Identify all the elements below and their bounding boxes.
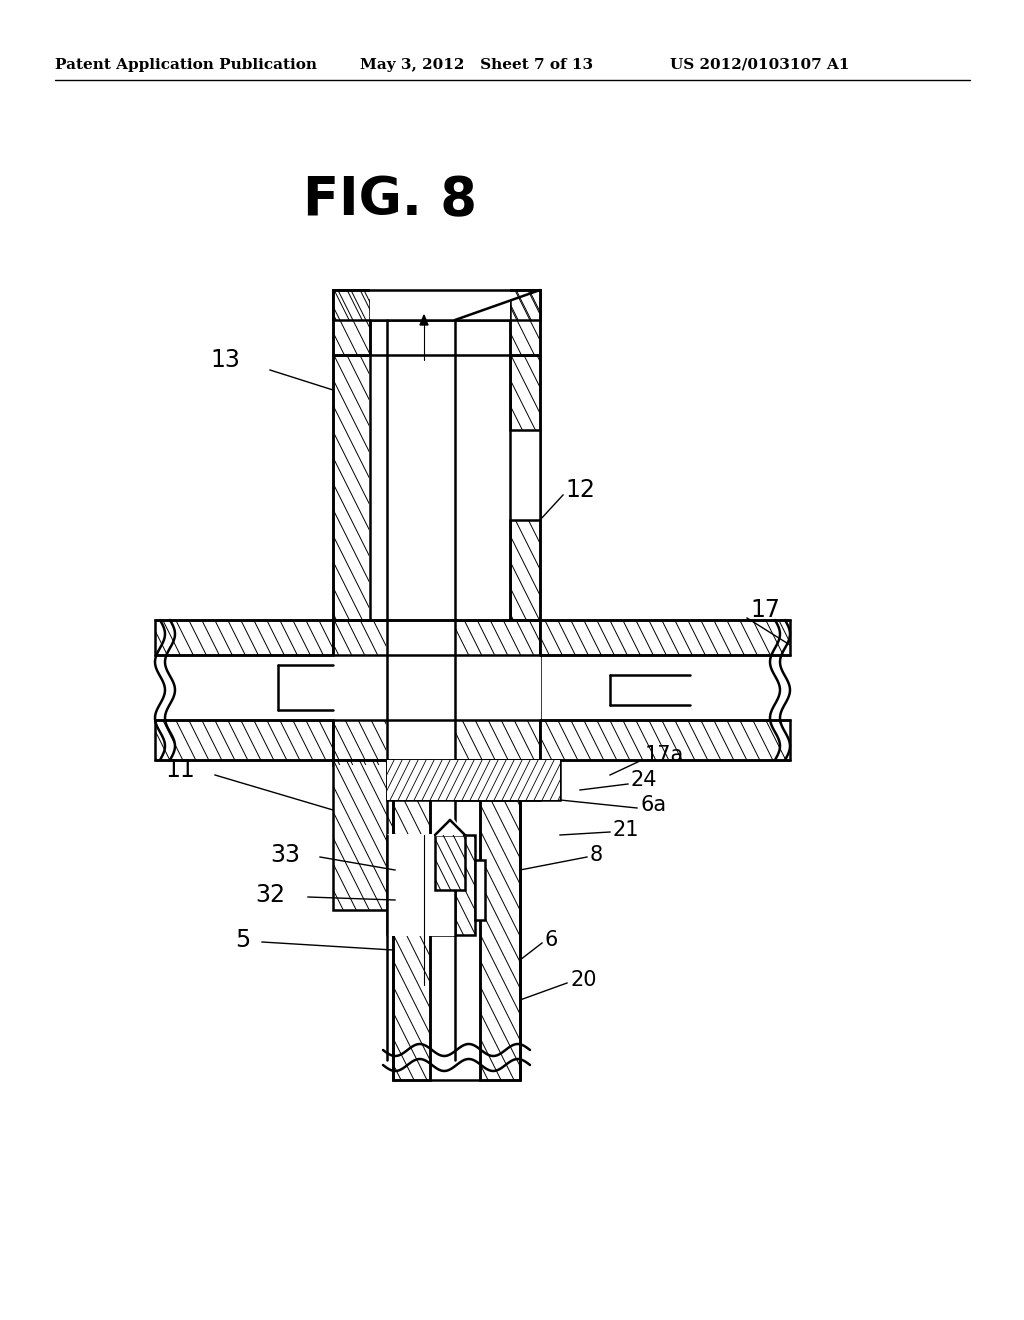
Polygon shape <box>155 719 333 760</box>
Text: FIG. 8: FIG. 8 <box>303 174 477 226</box>
Polygon shape <box>510 290 540 355</box>
Bar <box>610 675 690 705</box>
Polygon shape <box>393 760 430 1080</box>
Polygon shape <box>540 719 790 760</box>
Text: 6: 6 <box>545 931 558 950</box>
Text: 13: 13 <box>210 348 240 372</box>
Polygon shape <box>333 290 370 355</box>
Text: 8: 8 <box>590 845 603 865</box>
Bar <box>475 861 485 920</box>
Polygon shape <box>420 315 428 325</box>
Text: 21: 21 <box>613 820 640 840</box>
Polygon shape <box>540 620 790 655</box>
Polygon shape <box>333 290 540 319</box>
Bar <box>510 430 540 520</box>
Polygon shape <box>333 760 393 909</box>
Text: 17a: 17a <box>645 744 684 766</box>
Bar <box>332 655 541 719</box>
Polygon shape <box>510 355 540 620</box>
Text: Patent Application Publication: Patent Application Publication <box>55 58 317 73</box>
Bar <box>386 620 456 760</box>
Bar <box>369 355 511 620</box>
Polygon shape <box>155 620 333 655</box>
Polygon shape <box>333 760 387 766</box>
Polygon shape <box>387 760 560 800</box>
Bar <box>370 289 510 319</box>
Polygon shape <box>333 620 540 760</box>
Text: 12: 12 <box>565 478 595 502</box>
Polygon shape <box>333 355 370 620</box>
Polygon shape <box>435 814 465 836</box>
Text: US 2012/0103107 A1: US 2012/0103107 A1 <box>670 58 850 73</box>
Text: 5: 5 <box>234 928 250 952</box>
Bar <box>387 834 455 936</box>
Text: 20: 20 <box>570 970 597 990</box>
Text: 32: 32 <box>255 883 285 907</box>
Polygon shape <box>435 836 465 890</box>
Polygon shape <box>480 760 520 1080</box>
Text: 11: 11 <box>165 758 195 781</box>
Text: 33: 33 <box>270 843 300 867</box>
Text: 6a: 6a <box>640 795 667 814</box>
Polygon shape <box>387 760 560 800</box>
Polygon shape <box>455 760 540 800</box>
Text: 24: 24 <box>630 770 656 789</box>
Polygon shape <box>430 836 475 935</box>
Text: May 3, 2012   Sheet 7 of 13: May 3, 2012 Sheet 7 of 13 <box>360 58 593 73</box>
Polygon shape <box>333 290 540 319</box>
Text: 17: 17 <box>750 598 780 622</box>
Bar <box>278 665 333 710</box>
